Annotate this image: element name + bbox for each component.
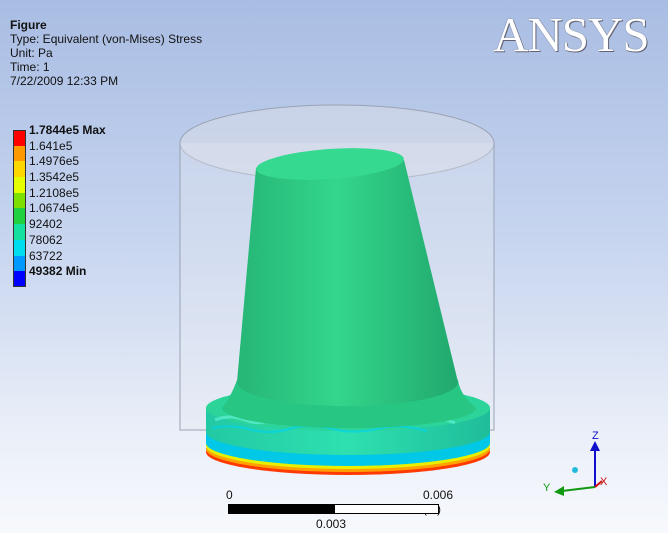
legend-color-swatch — [13, 271, 26, 287]
axis-triad[interactable]: Z Y X — [540, 425, 620, 505]
legend-color-swatch — [13, 177, 26, 193]
y-axis-head — [554, 486, 564, 496]
legend-value-label: 1.7844e5 Max — [29, 123, 106, 137]
legend-value-label: 1.4976e5 — [29, 154, 80, 169]
scale-left-label: 0 — [226, 488, 233, 502]
x-axis-label: X — [600, 476, 608, 488]
scale-bar-black — [228, 504, 334, 514]
legend-color-swatch — [13, 161, 26, 178]
figure-title: Figure — [10, 18, 47, 32]
legend-value-label: 63722 — [29, 248, 63, 263]
legend-value-label: 1.2108e5 — [29, 185, 80, 200]
scale-bar-white — [334, 504, 439, 514]
legend-color-swatch — [13, 130, 26, 146]
result-time: Time: 1 — [10, 60, 50, 74]
result-info-panel: Figure Type: Equivalent (von-Mises) Stre… — [10, 18, 202, 88]
y-axis-label: Y — [543, 482, 551, 494]
legend-color-swatch — [13, 145, 26, 162]
legend-color-swatch — [13, 224, 26, 240]
legend-color-swatch — [13, 239, 26, 256]
legend-value-label: 49382 Min — [29, 264, 87, 279]
y-axis-arrow — [561, 486, 596, 492]
triad-iso-ball[interactable] — [572, 467, 578, 473]
legend-value-label: 78062 — [29, 232, 63, 247]
legend-value-label: 1.3542e5 — [29, 170, 80, 185]
legend-value-label: 92402 — [29, 217, 63, 232]
result-date: 7/22/2009 12:33 PM — [10, 74, 119, 88]
legend-color-swatch — [13, 192, 26, 209]
legend-value-label: 1.0674e5 — [29, 201, 80, 216]
x-axis-arrow — [594, 480, 603, 488]
conical-part — [222, 148, 476, 429]
legend-color-swatch — [13, 208, 26, 225]
scale-bar: 0 0.006 (m) 0.003 — [226, 488, 453, 531]
ansys-logo: ANSYS — [493, 7, 650, 62]
z-axis-head — [590, 441, 600, 451]
z-axis-label: Z — [592, 430, 599, 442]
scale-mid-label: 0.003 — [316, 517, 347, 531]
legend-color-swatch — [13, 255, 26, 272]
result-unit: Unit: Pa — [10, 46, 53, 60]
result-type: Type: Equivalent (von-Mises) Stress — [10, 32, 203, 46]
legend-value-label: 1.641e5 — [29, 138, 73, 153]
